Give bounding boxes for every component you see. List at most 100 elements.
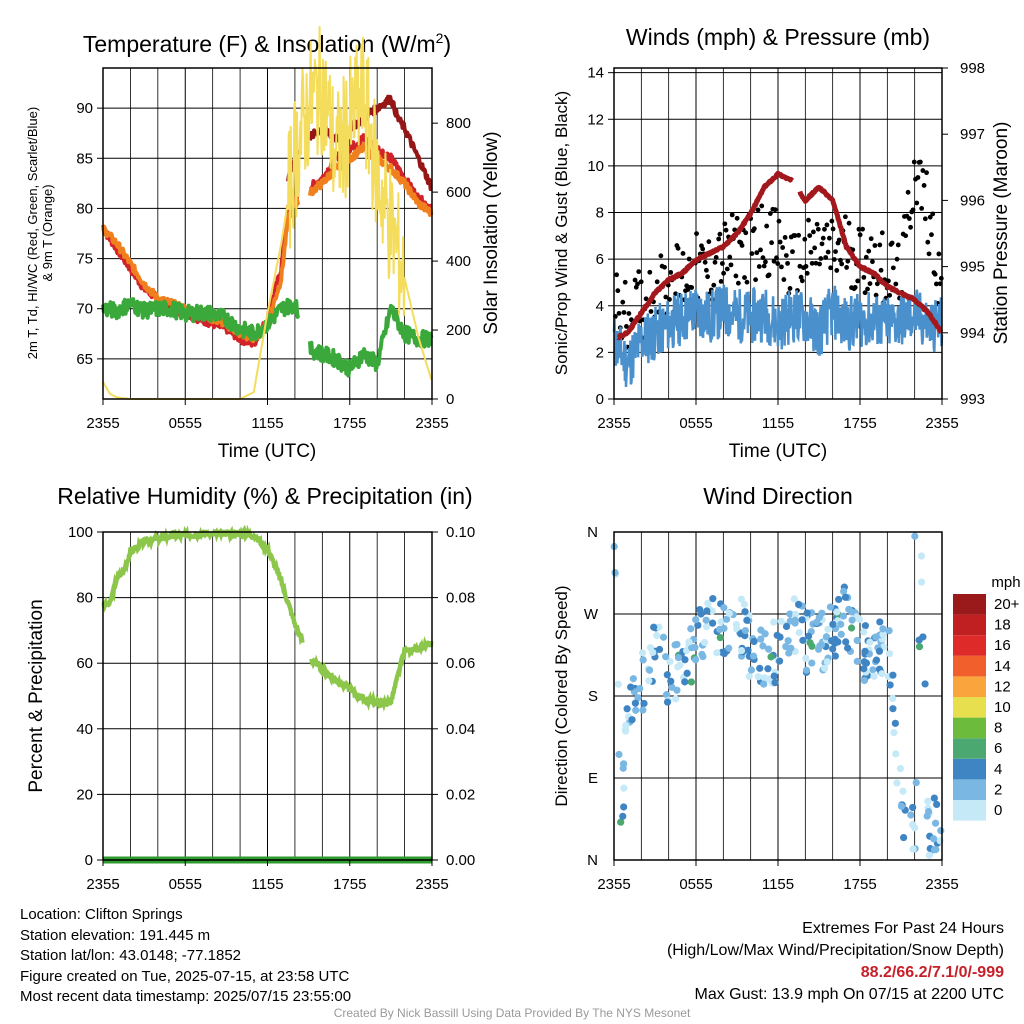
location-text: Location: Clifton Springs: [20, 906, 183, 923]
direction-point: [840, 587, 848, 596]
created-text: Figure created on Tue, 2025-07-15, at 23…: [20, 967, 350, 985]
direction-point: [870, 672, 878, 680]
direction-point: [741, 626, 750, 635]
direction-point: [879, 631, 887, 639]
gust-point: [820, 235, 826, 241]
gust-point: [717, 231, 723, 237]
gust-point: [713, 255, 719, 260]
direction-point: [896, 764, 905, 773]
direction-point: [638, 649, 647, 657]
gust-point: [716, 236, 722, 242]
direction-point: [821, 664, 829, 672]
direction-point: [622, 727, 630, 735]
gust-point: [636, 269, 642, 275]
legend-label: 12: [994, 678, 1011, 695]
direction-point: [653, 631, 661, 640]
gust-point: [667, 297, 672, 302]
direction-point: [930, 835, 938, 843]
direction-point: [900, 833, 908, 842]
direction-point: [925, 851, 933, 859]
gust-point: [860, 226, 865, 232]
speed-legend: [953, 594, 986, 821]
gust-point: [895, 242, 901, 248]
direction-point: [853, 636, 861, 645]
direction-point: [826, 603, 835, 611]
direction-point: [837, 630, 845, 638]
direction-point: [663, 698, 672, 706]
gust-point: [763, 259, 768, 265]
y-tick-label: 80: [76, 200, 93, 217]
direction-point: [831, 639, 839, 647]
gust-point: [729, 212, 735, 218]
legend-label: 10: [994, 699, 1011, 716]
gust-point: [852, 284, 858, 290]
gust-point: [886, 278, 891, 284]
direction-point: [886, 681, 894, 689]
direction-point: [823, 658, 831, 666]
gust-point: [759, 203, 765, 209]
y-tick-label: 6: [596, 251, 604, 268]
chart-title: Wind Direction: [703, 483, 853, 509]
grid: [103, 532, 432, 860]
direction-point: [620, 784, 628, 792]
y-tick-label: 10: [587, 158, 604, 175]
direction-point: [617, 818, 625, 826]
gust-point: [723, 227, 729, 233]
gust-point: [776, 218, 782, 224]
legend-swatch: [953, 635, 986, 656]
gust-point: [842, 214, 848, 220]
gust-point: [839, 261, 845, 267]
plot-area: [610, 532, 945, 859]
y-tick-label: 80: [76, 590, 93, 607]
gust-point: [703, 267, 709, 273]
direction-point: [909, 845, 917, 853]
gust-point: [838, 257, 843, 263]
station-info: Location: Clifton Springs Station elevat…: [20, 905, 351, 1008]
gust-point: [929, 232, 934, 238]
gust-point: [663, 294, 669, 300]
chart-title: Temperature (F) & Insolation (W/m2): [83, 30, 451, 57]
gust-point: [825, 249, 831, 255]
direction-point: [702, 616, 710, 624]
direction-point: [876, 618, 884, 626]
gust-point: [753, 277, 758, 283]
direction-point: [808, 659, 816, 667]
direction-point: [628, 716, 636, 724]
direction-point: [716, 633, 724, 642]
gust-point: [894, 256, 900, 262]
gust-point: [754, 250, 760, 256]
max-gust-text: Max Gust: 13.9 mph On 07/15 at 2200 UTC: [694, 986, 1005, 1003]
gust-point: [734, 215, 740, 221]
gust-point: [743, 230, 749, 236]
y2-tick-label: 800: [446, 115, 471, 132]
chart-title: Winds (mph) & Pressure (mb): [626, 24, 930, 50]
direction-point: [703, 607, 711, 615]
direction-point: [645, 677, 653, 685]
direction-point: [619, 812, 627, 820]
direction-point: [629, 675, 637, 683]
y2-tick-label: 0.02: [446, 786, 475, 803]
y-tick-label: 75: [76, 251, 93, 268]
direction-point: [831, 652, 839, 660]
gust-point: [647, 269, 653, 275]
direction-point: [853, 657, 861, 665]
legend-label: 18: [994, 617, 1011, 634]
direction-point: [786, 617, 794, 625]
direction-point: [620, 803, 628, 811]
gust-point: [915, 175, 921, 180]
gust-point: [874, 281, 880, 287]
gust-point: [926, 251, 932, 257]
gust-point: [799, 278, 805, 284]
direction-point: [662, 653, 670, 661]
gust-point: [700, 246, 706, 252]
direction-point: [725, 644, 733, 652]
direction-point: [912, 778, 920, 787]
direction-point: [627, 683, 635, 691]
direction-point: [839, 612, 848, 620]
direction-point: [784, 637, 792, 645]
gust-point: [797, 263, 803, 269]
gust-point: [857, 232, 863, 238]
gust-point: [890, 265, 896, 271]
gust-point: [845, 258, 851, 264]
extremes-subtitle: (High/Low/Max Wind/Precipitation/Snow De…: [666, 942, 1004, 959]
